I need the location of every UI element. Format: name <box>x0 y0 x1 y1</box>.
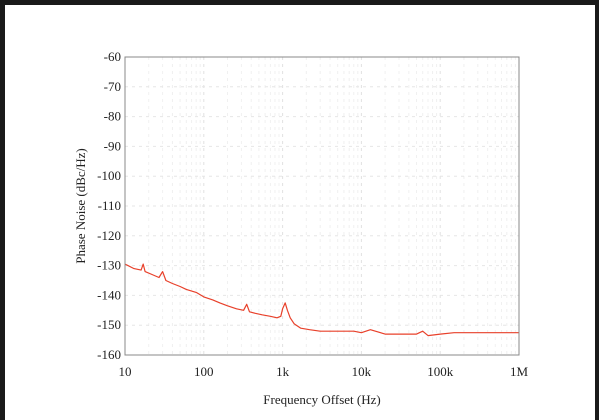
y-tick-label: -110 <box>98 198 121 213</box>
y-tick-label: -90 <box>104 138 121 153</box>
x-tick-label: 1k <box>276 364 290 379</box>
x-tick-labels: 10 100 1k 10k 100k 1M <box>119 364 529 379</box>
x-tick-label: 10 <box>119 364 132 379</box>
y-tick-label: -140 <box>97 287 121 302</box>
y-tick-label: -130 <box>97 258 121 273</box>
series-layer <box>124 263 519 337</box>
y-tick-labels: -60 -70 -80 -90 -100 -110 -120 -130 -140 -150 -160 <box>97 49 121 362</box>
series-line <box>124 263 519 337</box>
phase-noise-chart: 10 100 1k 10k 100k 1M -60 -70 -80 -90 -100 -110 -12… <box>73 49 529 407</box>
y-tick-label: -150 <box>97 317 121 332</box>
y-tick-label: -60 <box>104 49 121 64</box>
y-tick-label: -70 <box>104 79 121 94</box>
y-tick-label: -80 <box>104 109 121 124</box>
y-tick-label: -160 <box>97 347 121 362</box>
plot-area-border <box>124 56 520 356</box>
x-tick-label: 100k <box>427 364 454 379</box>
y-tick-label: -120 <box>97 228 121 243</box>
y-axis-title: Phase Noise (dBc/Hz) <box>73 148 88 264</box>
x-axis-title: Frequency Offset (Hz) <box>263 392 380 407</box>
x-tick-label: 100 <box>194 364 214 379</box>
grid-lines <box>124 56 519 356</box>
x-tick-label: 1M <box>510 364 529 379</box>
y-tick-label: -100 <box>97 168 121 183</box>
x-tick-label: 10k <box>352 364 372 379</box>
